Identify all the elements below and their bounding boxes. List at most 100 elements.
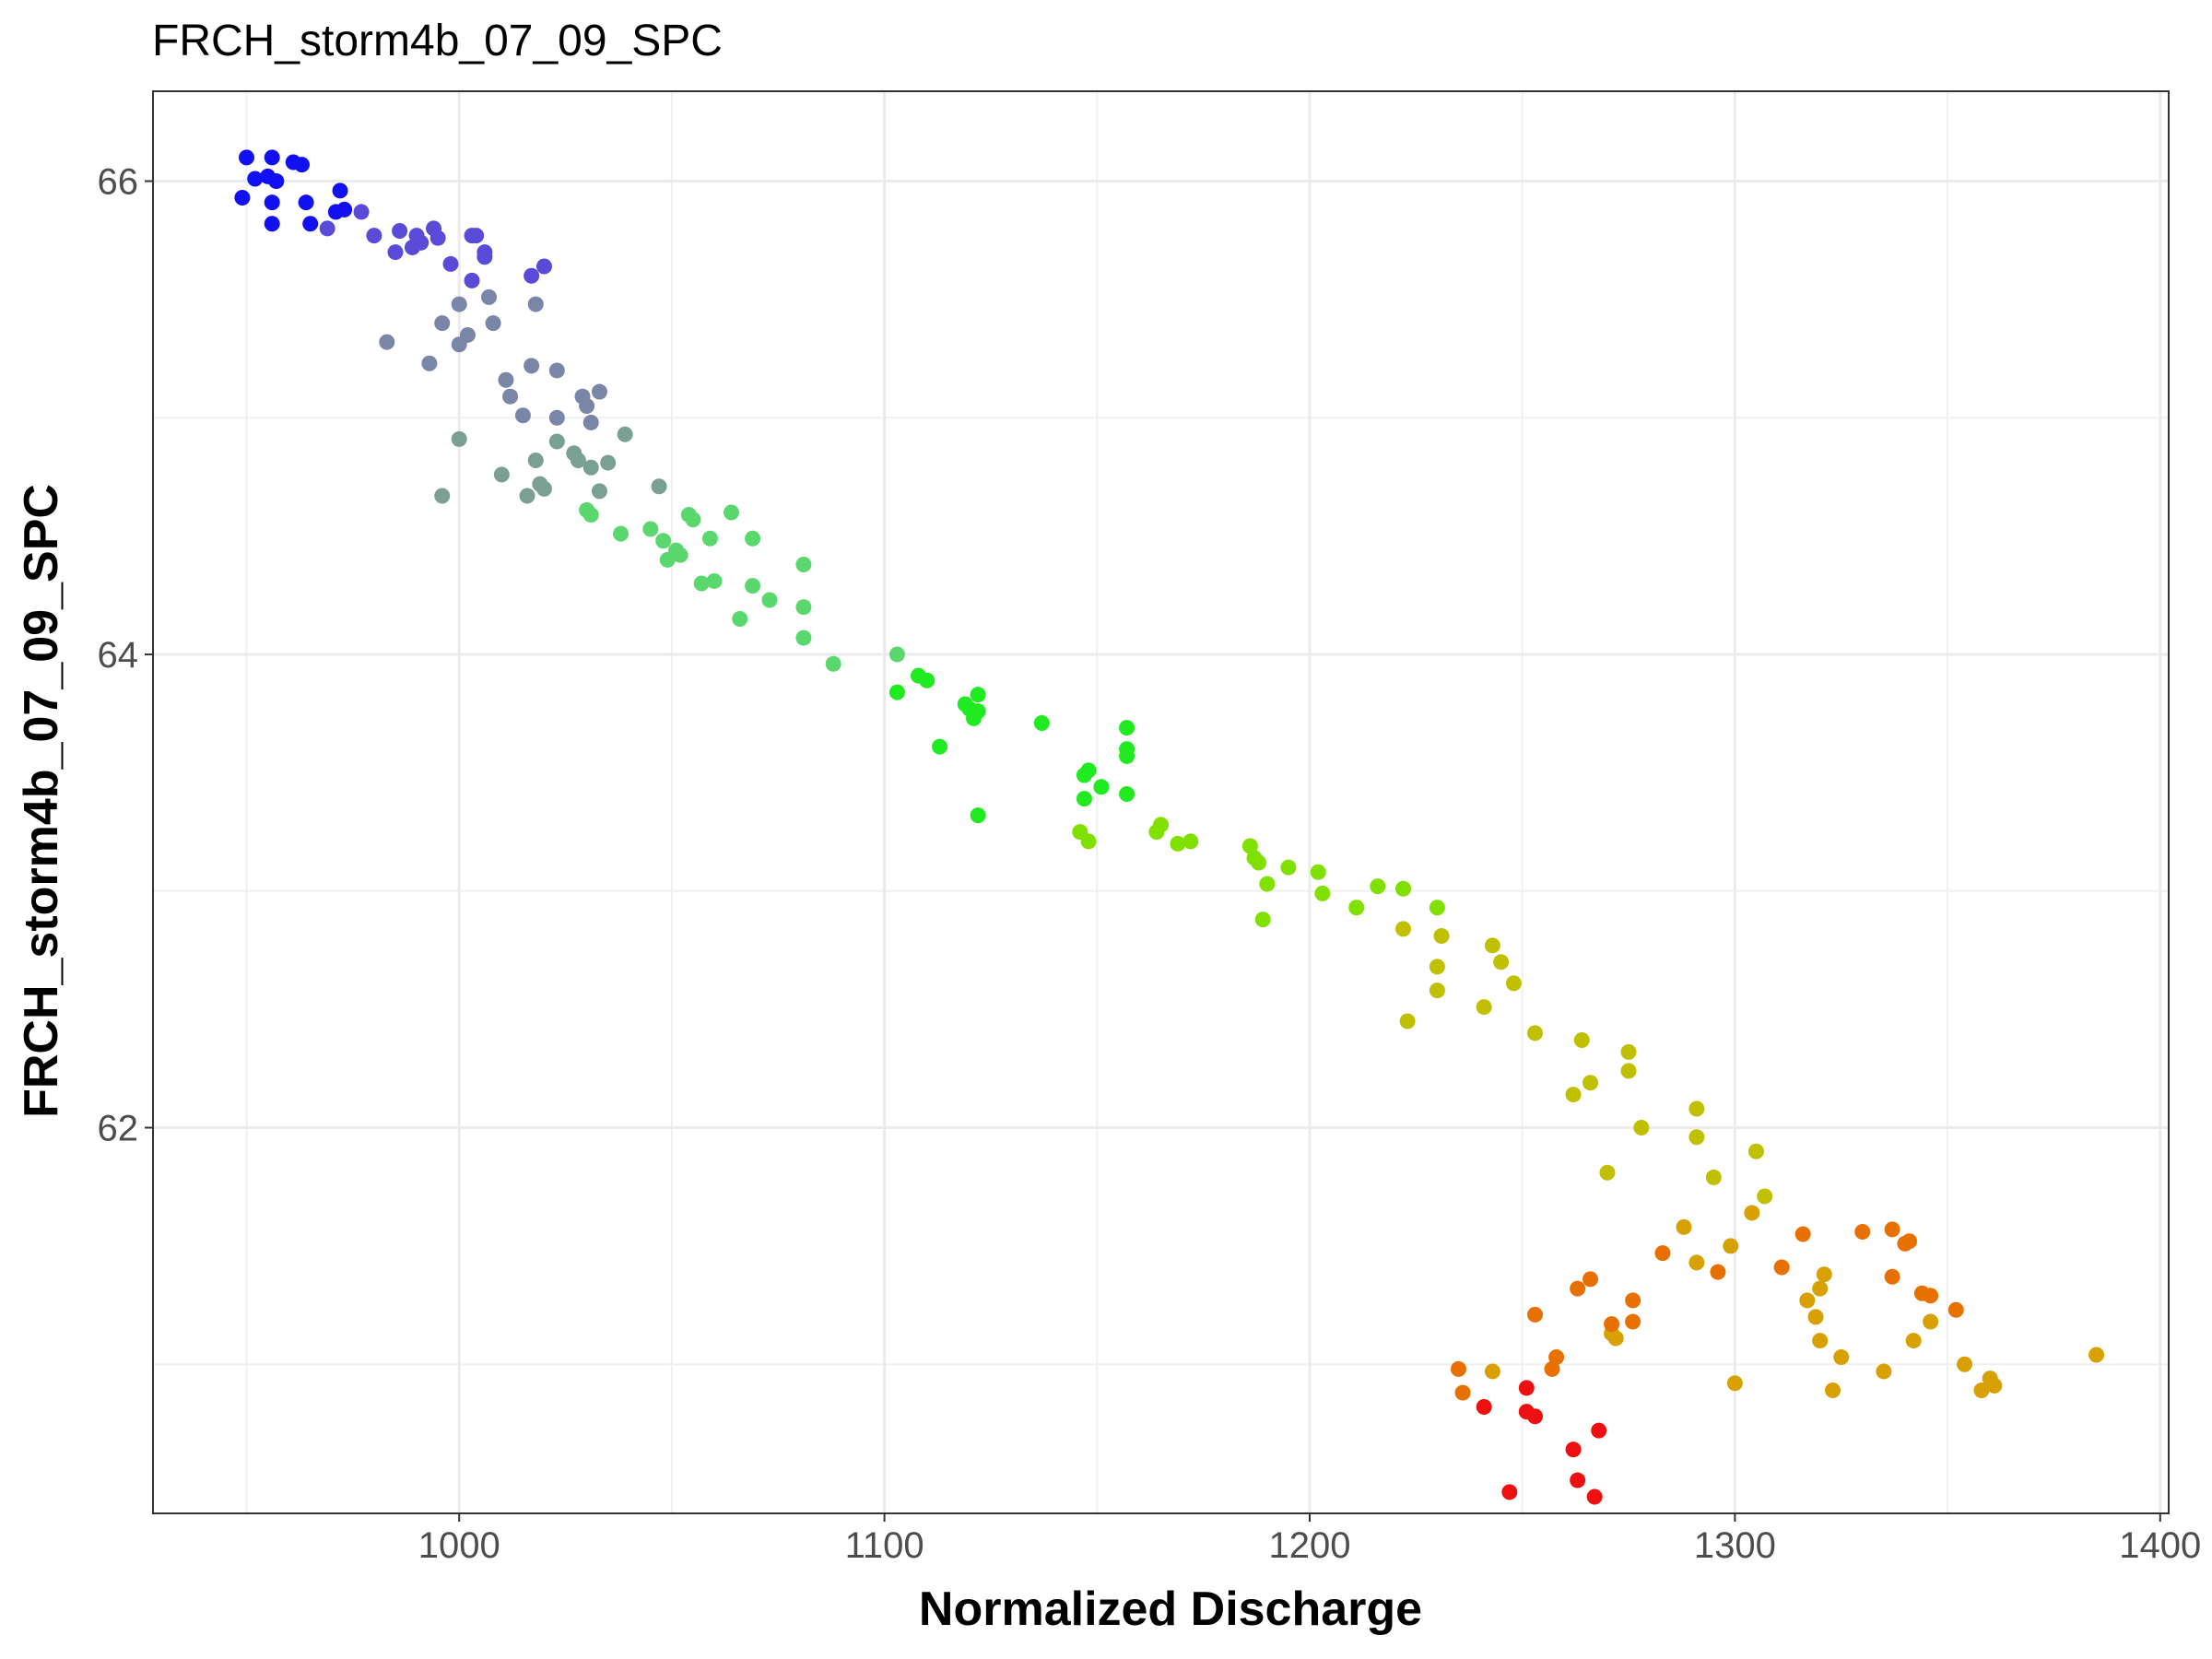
data-point: [1688, 1254, 1705, 1271]
data-point: [1599, 1164, 1616, 1181]
data-point: [319, 220, 335, 237]
data-point: [651, 478, 667, 495]
data-point: [264, 194, 280, 211]
data-point: [642, 521, 659, 537]
data-point: [659, 551, 676, 568]
data-point: [1527, 1408, 1544, 1425]
data-point: [1314, 885, 1331, 901]
data-point: [919, 672, 935, 688]
data-point: [1548, 1349, 1565, 1366]
data-point: [548, 409, 565, 426]
data-point: [1241, 838, 1258, 854]
data-point: [527, 453, 544, 469]
data-point: [1570, 1472, 1586, 1488]
data-point: [1251, 854, 1267, 871]
data-point: [1688, 1100, 1705, 1117]
data-point: [693, 575, 710, 592]
data-point: [264, 216, 280, 232]
data-point: [1773, 1259, 1790, 1276]
data-point: [1573, 1032, 1590, 1049]
x-axis-ticks: 1000 1100 1200 1300 1400: [418, 1513, 2201, 1566]
data-point: [1493, 954, 1510, 971]
data-point: [366, 228, 382, 244]
data-point: [535, 258, 552, 275]
data-point: [234, 190, 251, 206]
data-point: [1812, 1280, 1829, 1297]
data-point: [1119, 747, 1135, 764]
data-point: [1884, 1268, 1900, 1285]
data-point: [524, 358, 540, 374]
data-point: [434, 488, 451, 504]
data-point: [2088, 1347, 2105, 1363]
data-point: [293, 157, 310, 173]
data-point: [1812, 1333, 1829, 1349]
data-point: [1119, 720, 1135, 736]
data-point: [260, 168, 276, 184]
data-point: [421, 355, 438, 371]
data-point: [527, 296, 544, 312]
plot-border: [152, 90, 2170, 1514]
data-point: [723, 504, 739, 521]
data-point: [1747, 1143, 1764, 1159]
data-point: [600, 454, 617, 471]
data-point: [413, 234, 429, 251]
data-point: [1583, 1075, 1599, 1091]
chart-title: FRCH_storm4b_07_09_SPC: [152, 17, 723, 65]
data-point: [1833, 1349, 1850, 1366]
data-point: [582, 459, 599, 476]
data-point: [1625, 1313, 1641, 1330]
data-point: [732, 611, 748, 628]
data-point: [672, 547, 688, 563]
data-point: [591, 483, 607, 500]
data-point: [1816, 1266, 1832, 1283]
data-point: [613, 525, 629, 542]
data-point: [1076, 767, 1092, 783]
data-point: [498, 371, 514, 388]
data-point: [1726, 1375, 1743, 1392]
major-gridlines: [153, 91, 2169, 1513]
data-point: [485, 315, 501, 332]
x-tick-label: 1100: [845, 1525, 924, 1566]
data-point: [795, 599, 812, 616]
x-tick-label: 1000: [418, 1525, 500, 1566]
data-point: [1476, 999, 1492, 1016]
data-point: [1394, 880, 1411, 897]
data-point: [1913, 1285, 1930, 1301]
data-point: [745, 578, 761, 594]
data-point: [1620, 1063, 1637, 1079]
data-point: [745, 530, 761, 547]
data-point: [701, 530, 718, 547]
data-point: [353, 204, 370, 220]
data-point: [617, 426, 633, 442]
panel-border-rect: [152, 90, 2170, 1514]
data-point: [332, 182, 348, 199]
data-point: [239, 149, 255, 166]
data-point: [468, 228, 485, 244]
data-point: [1429, 900, 1445, 916]
data-point: [795, 629, 812, 646]
data-point: [582, 414, 599, 430]
data-point: [1807, 1309, 1824, 1325]
data-point: [1676, 1218, 1692, 1235]
data-point: [1518, 1380, 1535, 1396]
data-point: [1799, 1292, 1816, 1309]
data-point: [477, 249, 493, 265]
data-point: [1254, 912, 1271, 928]
data-point: [795, 556, 812, 572]
data-point: [451, 296, 467, 312]
data-point: [387, 244, 404, 261]
data-point: [1527, 1306, 1544, 1323]
y-tick-label: 66: [98, 162, 139, 203]
data-point: [302, 216, 319, 232]
data-point: [1604, 1316, 1620, 1333]
data-point: [1744, 1205, 1760, 1221]
data-point: [1825, 1382, 1841, 1398]
data-point: [514, 407, 531, 424]
data-point: [1170, 835, 1186, 852]
data-point: [1973, 1382, 1990, 1398]
data-point: [570, 453, 586, 469]
data-point: [970, 687, 986, 703]
data-point: [1093, 779, 1110, 795]
data-point: [888, 646, 905, 663]
y-axis-ticks: 62 64 66: [98, 162, 153, 1149]
